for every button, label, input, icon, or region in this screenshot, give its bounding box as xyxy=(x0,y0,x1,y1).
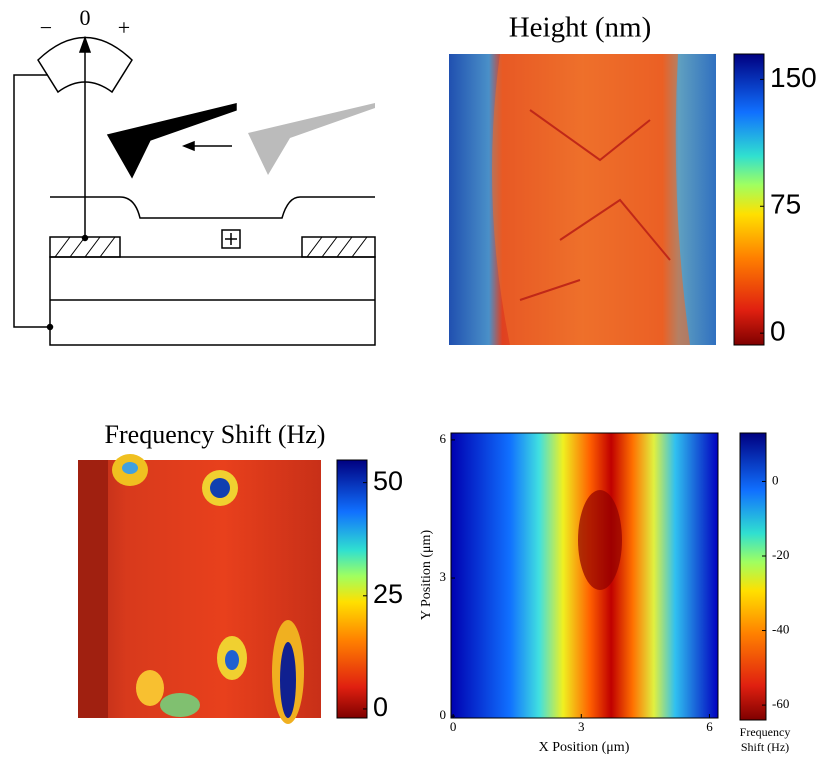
colorbar-tick-label: 0 xyxy=(770,316,786,347)
y-tick-label: 6 xyxy=(440,431,447,446)
colorbar-tick-label: 75 xyxy=(770,189,801,220)
wire xyxy=(14,75,50,327)
electrode xyxy=(302,237,375,257)
y-tick-label: 3 xyxy=(440,569,447,584)
scan-image xyxy=(451,433,718,718)
y-axis-label: Y Position (μm) xyxy=(419,530,434,621)
x-tick-label: 6 xyxy=(706,719,713,734)
meter-label: − xyxy=(40,15,52,40)
height-image xyxy=(449,54,716,345)
contact xyxy=(83,236,88,241)
x-axis-label: X Position (μm) xyxy=(539,740,630,755)
panel-title: Height (nm) xyxy=(509,12,652,44)
hatch xyxy=(55,237,367,257)
colorbar-tick-label: 0 xyxy=(772,472,779,487)
arrow-head xyxy=(184,142,194,150)
contact xyxy=(48,325,53,330)
surface xyxy=(50,197,375,218)
cantilever-dark xyxy=(108,104,236,177)
colorbar xyxy=(734,54,764,345)
schematic xyxy=(14,38,375,346)
needle-head xyxy=(80,38,90,52)
x-tick-label: 0 xyxy=(450,719,457,734)
x-tick-label: 3 xyxy=(578,719,585,734)
figure: − 0 + Height (nm) Frequency Shift (Hz) X… xyxy=(0,0,819,758)
colorbar-label: Shift (Hz) xyxy=(741,740,789,754)
colorbar-tick-label: -20 xyxy=(772,547,789,562)
colorbar-tick-label: -60 xyxy=(772,696,789,711)
colorbar-tick-label: 0 xyxy=(373,692,388,722)
plus-sign xyxy=(225,233,237,245)
colorbar-tick-label: -40 xyxy=(772,622,789,637)
colorbar-tick-label: 25 xyxy=(373,579,403,609)
y-tick-label: 0 xyxy=(440,707,447,722)
colorbar-tick-label: 150 xyxy=(770,62,817,93)
meter-label: 0 xyxy=(80,5,91,30)
colorbar xyxy=(337,460,367,718)
freq-image xyxy=(78,454,321,724)
colorbar-label: Frequency xyxy=(740,725,791,739)
colorbar-tick-label: 50 xyxy=(373,466,403,496)
cantilever-light xyxy=(248,103,375,175)
panel-title: Frequency Shift (Hz) xyxy=(105,420,326,449)
colorbar xyxy=(740,433,766,720)
meter-label: + xyxy=(118,15,130,40)
substrate xyxy=(50,257,375,345)
